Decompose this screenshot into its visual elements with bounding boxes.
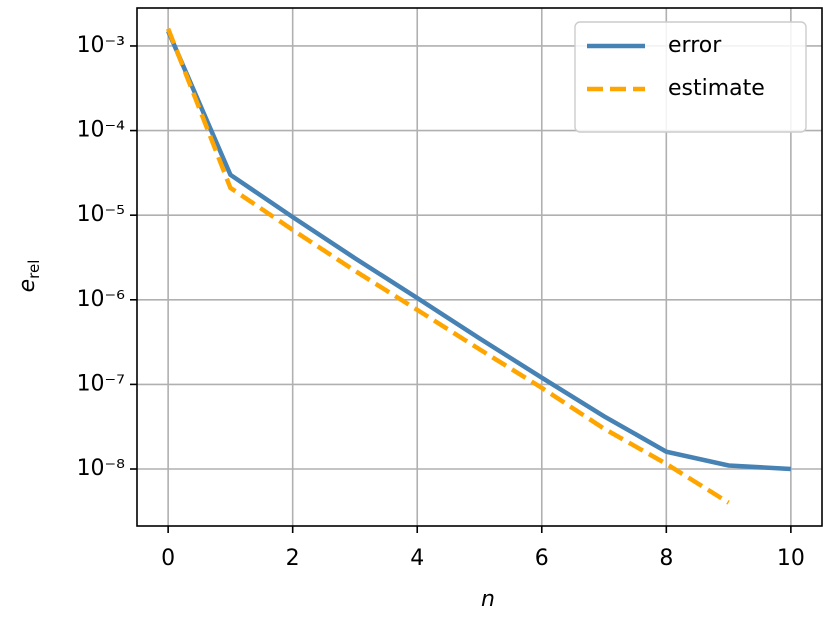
x-tick-label: 8 — [659, 546, 673, 571]
y-tick-label: 10⁻⁷ — [77, 371, 125, 396]
y-tick-label: 10⁻⁵ — [77, 202, 125, 227]
series-line — [166, 27, 730, 505]
x-axis-label: n — [481, 587, 495, 612]
x-tick-label: 10 — [777, 546, 805, 571]
y-tick-label: 10⁻⁴ — [77, 118, 126, 143]
y-tick-label: 10⁻³ — [77, 33, 125, 58]
legend-label: error — [668, 33, 722, 58]
legend-label: estimate — [668, 76, 765, 101]
x-tick-label: 2 — [286, 546, 300, 571]
y-label-base: e — [15, 279, 40, 293]
series-line — [166, 30, 791, 472]
y-axis-label: erel — [15, 260, 43, 293]
y-label-sub: rel — [25, 260, 43, 279]
y-tick-label: 10⁻⁶ — [77, 287, 126, 312]
x-tick-label: 0 — [161, 546, 175, 571]
x-tick-label: 4 — [410, 546, 424, 571]
legend-box — [574, 21, 807, 133]
y-tick-label: 10⁻⁸ — [77, 456, 126, 481]
x-tick-label: 6 — [535, 546, 549, 571]
plot-frame — [136, 7, 823, 527]
